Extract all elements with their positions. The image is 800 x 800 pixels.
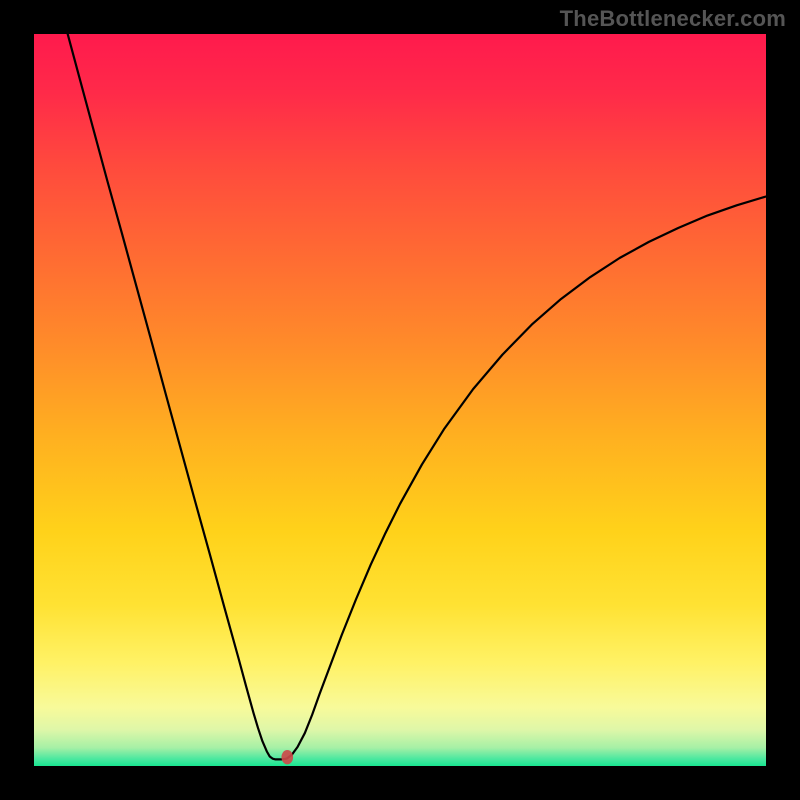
minimum-marker (281, 750, 293, 764)
watermark-text: TheBottlenecker.com (560, 6, 786, 32)
chart-background (34, 34, 766, 766)
chart-svg (34, 34, 766, 766)
chart-frame: TheBottlenecker.com (0, 0, 800, 800)
plot-area (34, 34, 766, 766)
